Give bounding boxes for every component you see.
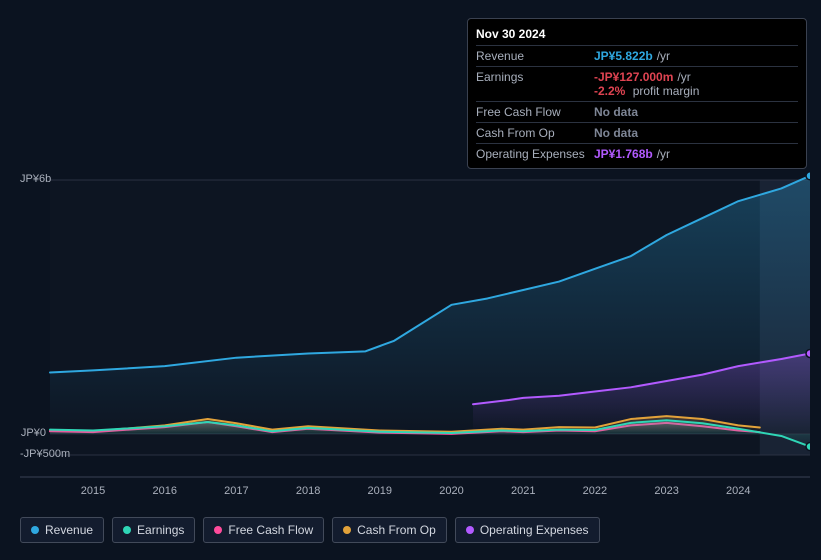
x-axis-tick: 2017 <box>224 485 248 497</box>
x-axis-tick: 2022 <box>583 485 607 497</box>
tooltip-row: Earnings-JP¥127.000m/yr-2.2% profit marg… <box>476 66 798 101</box>
tooltip-row-value: JP¥1.768b/yr <box>594 147 798 161</box>
chart-tooltip: Nov 30 2024 RevenueJP¥5.822b/yrEarnings-… <box>467 18 807 169</box>
x-axis-tick: 2018 <box>296 485 320 497</box>
legend-item-fcf[interactable]: Free Cash Flow <box>203 517 324 543</box>
financial-chart[interactable] <box>20 160 810 480</box>
x-axis-tick: 2019 <box>368 485 392 497</box>
y-axis-tick: -JP¥500m <box>0 448 46 460</box>
x-axis-tick: 2024 <box>726 485 750 497</box>
tooltip-row-label: Free Cash Flow <box>476 105 594 119</box>
legend-swatch <box>123 526 131 534</box>
legend-label: Cash From Op <box>357 523 436 537</box>
y-axis-tick: JP¥6b <box>0 173 46 185</box>
legend-swatch <box>466 526 474 534</box>
tooltip-row-label: Revenue <box>476 49 594 63</box>
x-axis-tick: 2016 <box>152 485 176 497</box>
tooltip-row: RevenueJP¥5.822b/yr <box>476 45 798 66</box>
x-axis-tick: 2023 <box>654 485 678 497</box>
tooltip-row-label: Earnings <box>476 70 594 98</box>
tooltip-row: Free Cash FlowNo data <box>476 101 798 122</box>
legend-label: Operating Expenses <box>480 523 589 537</box>
chart-legend: Revenue Earnings Free Cash Flow Cash From O… <box>20 517 600 543</box>
legend-item-earnings[interactable]: Earnings <box>112 517 195 543</box>
legend-item-cashop[interactable]: Cash From Op <box>332 517 447 543</box>
tooltip-row: Cash From OpNo data <box>476 122 798 143</box>
legend-swatch <box>31 526 39 534</box>
legend-swatch <box>343 526 351 534</box>
y-axis-tick: JP¥0 <box>0 427 46 439</box>
tooltip-row-label: Operating Expenses <box>476 147 594 161</box>
legend-label: Earnings <box>137 523 184 537</box>
tooltip-row-label: Cash From Op <box>476 126 594 140</box>
tooltip-row-value: -JP¥127.000m/yr-2.2% profit margin <box>594 70 798 98</box>
legend-swatch <box>214 526 222 534</box>
legend-item-opex[interactable]: Operating Expenses <box>455 517 600 543</box>
tooltip-row-value: No data <box>594 105 798 119</box>
legend-label: Revenue <box>45 523 93 537</box>
x-axis-tick: 2020 <box>439 485 463 497</box>
legend-item-revenue[interactable]: Revenue <box>20 517 104 543</box>
legend-label: Free Cash Flow <box>228 523 313 537</box>
tooltip-row-value: JP¥5.822b/yr <box>594 49 798 63</box>
tooltip-date: Nov 30 2024 <box>476 23 798 45</box>
tooltip-row-value: No data <box>594 126 798 140</box>
x-axis-tick: 2015 <box>81 485 105 497</box>
x-axis-tick: 2021 <box>511 485 535 497</box>
